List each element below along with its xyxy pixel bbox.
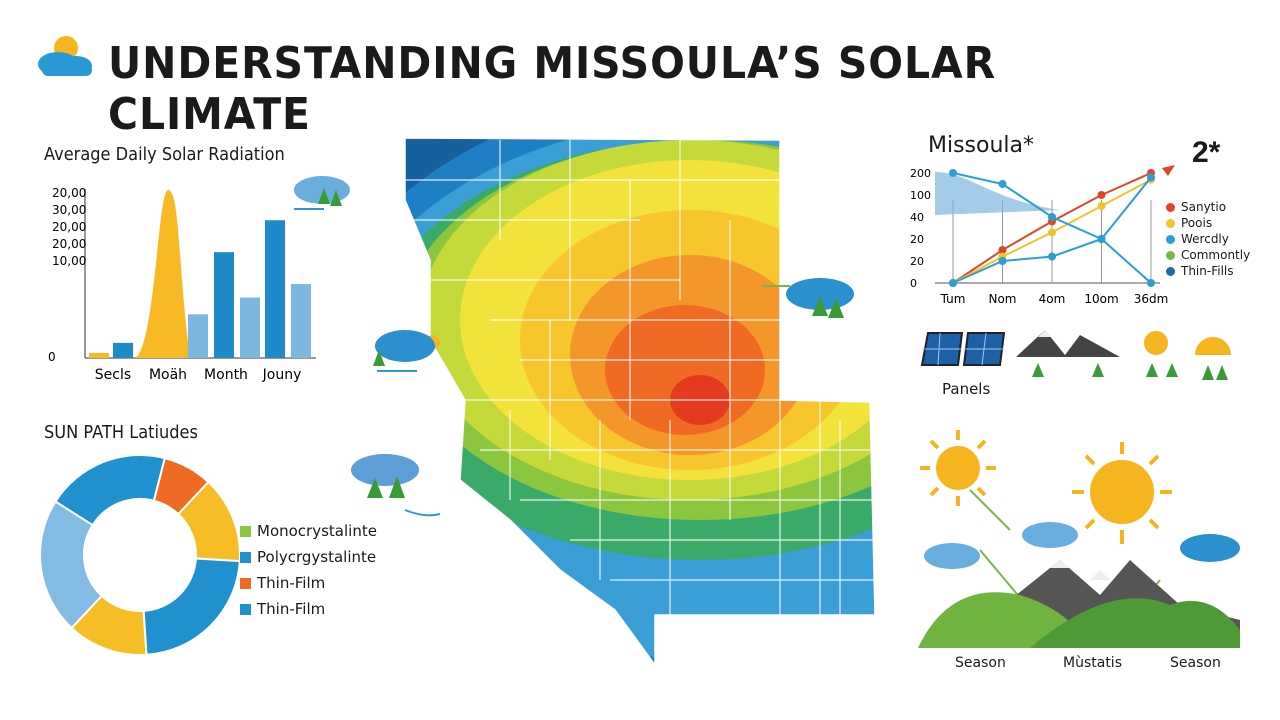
y-tick-label: 100 xyxy=(910,189,931,202)
y-tick-label: 40 xyxy=(910,211,924,224)
cloud-trees-icon xyxy=(294,176,350,210)
legend-label: Thin-Fills xyxy=(1181,264,1234,278)
x-tick-label: Moäh xyxy=(149,367,187,383)
x-tick-label: Jouny xyxy=(262,367,302,383)
legend-item: Poois xyxy=(1166,216,1250,230)
x-tick-label: Nom xyxy=(988,292,1016,306)
data-point xyxy=(1048,252,1056,261)
y-tick-label: 10,00 xyxy=(52,254,86,268)
bar xyxy=(265,220,285,358)
y-tick-label: 20 xyxy=(910,255,924,268)
data-point xyxy=(949,279,957,287)
solar-radiation-map xyxy=(404,137,876,668)
cloud-trees-icon xyxy=(351,454,441,517)
legend-swatch xyxy=(240,603,251,615)
bar xyxy=(188,314,208,358)
data-point xyxy=(1097,191,1106,199)
data-point xyxy=(998,180,1007,188)
line-chart-title: Missoula* xyxy=(928,133,1035,158)
legend-swatch xyxy=(1166,250,1175,260)
icon-row xyxy=(920,330,1231,380)
scene-label-left: Season xyxy=(955,655,1006,671)
data-point xyxy=(1097,202,1106,210)
y-tick-label: 20,00 xyxy=(52,237,86,251)
palm-sun-icon xyxy=(1144,331,1178,377)
arrow-head xyxy=(1162,165,1175,176)
mountain-icon xyxy=(1016,330,1120,377)
legend-swatch xyxy=(1166,266,1175,276)
data-point xyxy=(1147,173,1155,182)
bar-chart-title: Average Daily Solar Radiation xyxy=(44,144,285,165)
x-tick-label: Tum xyxy=(940,292,966,306)
legend-item: Polycrgystalinte xyxy=(240,548,377,566)
data-point xyxy=(1048,228,1056,237)
bar xyxy=(113,342,133,358)
legend-swatch xyxy=(240,551,251,563)
data-point xyxy=(998,257,1007,265)
y-tick-label: 0 xyxy=(910,277,917,290)
line-legend: Sanytio Poois Wercdly Commontly Thin-Fills xyxy=(1166,200,1250,278)
x-tick-label: 36dm xyxy=(1134,292,1169,306)
legend-item: Monocrystalinte xyxy=(240,522,377,540)
legend-item: Commontly xyxy=(1166,248,1250,262)
sun-landscape-illustration xyxy=(918,430,1240,648)
legend-label: Sanytio xyxy=(1181,200,1227,214)
y-tick-label: 30,00 xyxy=(52,203,86,217)
x-tick-label: Month xyxy=(204,367,248,383)
bar xyxy=(291,284,311,358)
cloud-sun-icon xyxy=(373,330,440,372)
sunset-icon xyxy=(1195,337,1231,380)
y-tick-label: 20,00 xyxy=(52,186,86,200)
panels-label: Panels xyxy=(942,380,991,398)
scene-label-right: Season xyxy=(1170,655,1221,671)
line-chart-annotation: 2* xyxy=(1192,136,1221,169)
x-tick-label: 4om xyxy=(1039,292,1066,306)
sun-cloud-icon xyxy=(38,36,92,76)
legend-swatch xyxy=(240,525,251,537)
legend-label: Polycrgystalinte xyxy=(257,548,377,566)
y-tick-label: 20,00 xyxy=(52,220,86,234)
bar xyxy=(214,252,234,358)
donut-slice xyxy=(142,557,240,655)
data-point xyxy=(949,169,957,177)
donut-legend: Monocrystalinte Polycrgystalinte Thin-Film… xyxy=(240,522,377,618)
legend-item: Sanytio xyxy=(1166,200,1250,214)
y-tick-label: 200 xyxy=(910,167,931,180)
scene-label-center: Mùstatis xyxy=(1063,655,1122,671)
legend-label: Poois xyxy=(1181,216,1213,230)
area xyxy=(935,172,1060,215)
solar-panel-icon xyxy=(920,332,1006,366)
legend-swatch xyxy=(1166,218,1175,228)
bar xyxy=(135,190,190,358)
legend-swatch xyxy=(1166,202,1175,212)
legend-item: Thin-Film xyxy=(240,600,377,618)
legend-item: Thin-Fills xyxy=(1166,264,1250,278)
data-point xyxy=(1097,235,1106,243)
legend-item: Thin-Film xyxy=(240,574,377,592)
donut-chart-title: SUN PATH Latiudes xyxy=(44,422,198,443)
y-tick-label: 0 xyxy=(48,350,56,364)
legend-label: Monocrystalinte xyxy=(257,522,377,540)
donut-slice xyxy=(54,455,166,527)
data-point xyxy=(1048,213,1056,221)
data-point xyxy=(1147,279,1155,287)
cloud-trees-icon xyxy=(762,278,854,318)
x-tick-label: 10om xyxy=(1084,292,1118,306)
y-tick-label: 20 xyxy=(910,233,924,246)
bar-chart: 20,00 30,00 20,00 20,00 10,00 0 Secls Moäh Month… xyxy=(48,186,316,383)
page-title: UNDERSTANDING MISSOULA’S SOLAR CLIMATE xyxy=(108,38,997,140)
legend-swatch xyxy=(240,577,251,589)
legend-label: Thin-Film xyxy=(257,574,326,592)
bar xyxy=(89,352,109,358)
legend-swatch xyxy=(1166,234,1175,244)
data-point xyxy=(998,246,1007,254)
legend-label: Commontly xyxy=(1181,248,1251,262)
bar xyxy=(240,297,260,358)
donut-chart xyxy=(40,455,240,655)
legend-label: Wercdly xyxy=(1181,232,1229,246)
legend-label: Thin-Film xyxy=(257,600,326,618)
x-tick-label: Secls xyxy=(95,367,131,383)
legend-item: Wercdly xyxy=(1166,232,1250,246)
